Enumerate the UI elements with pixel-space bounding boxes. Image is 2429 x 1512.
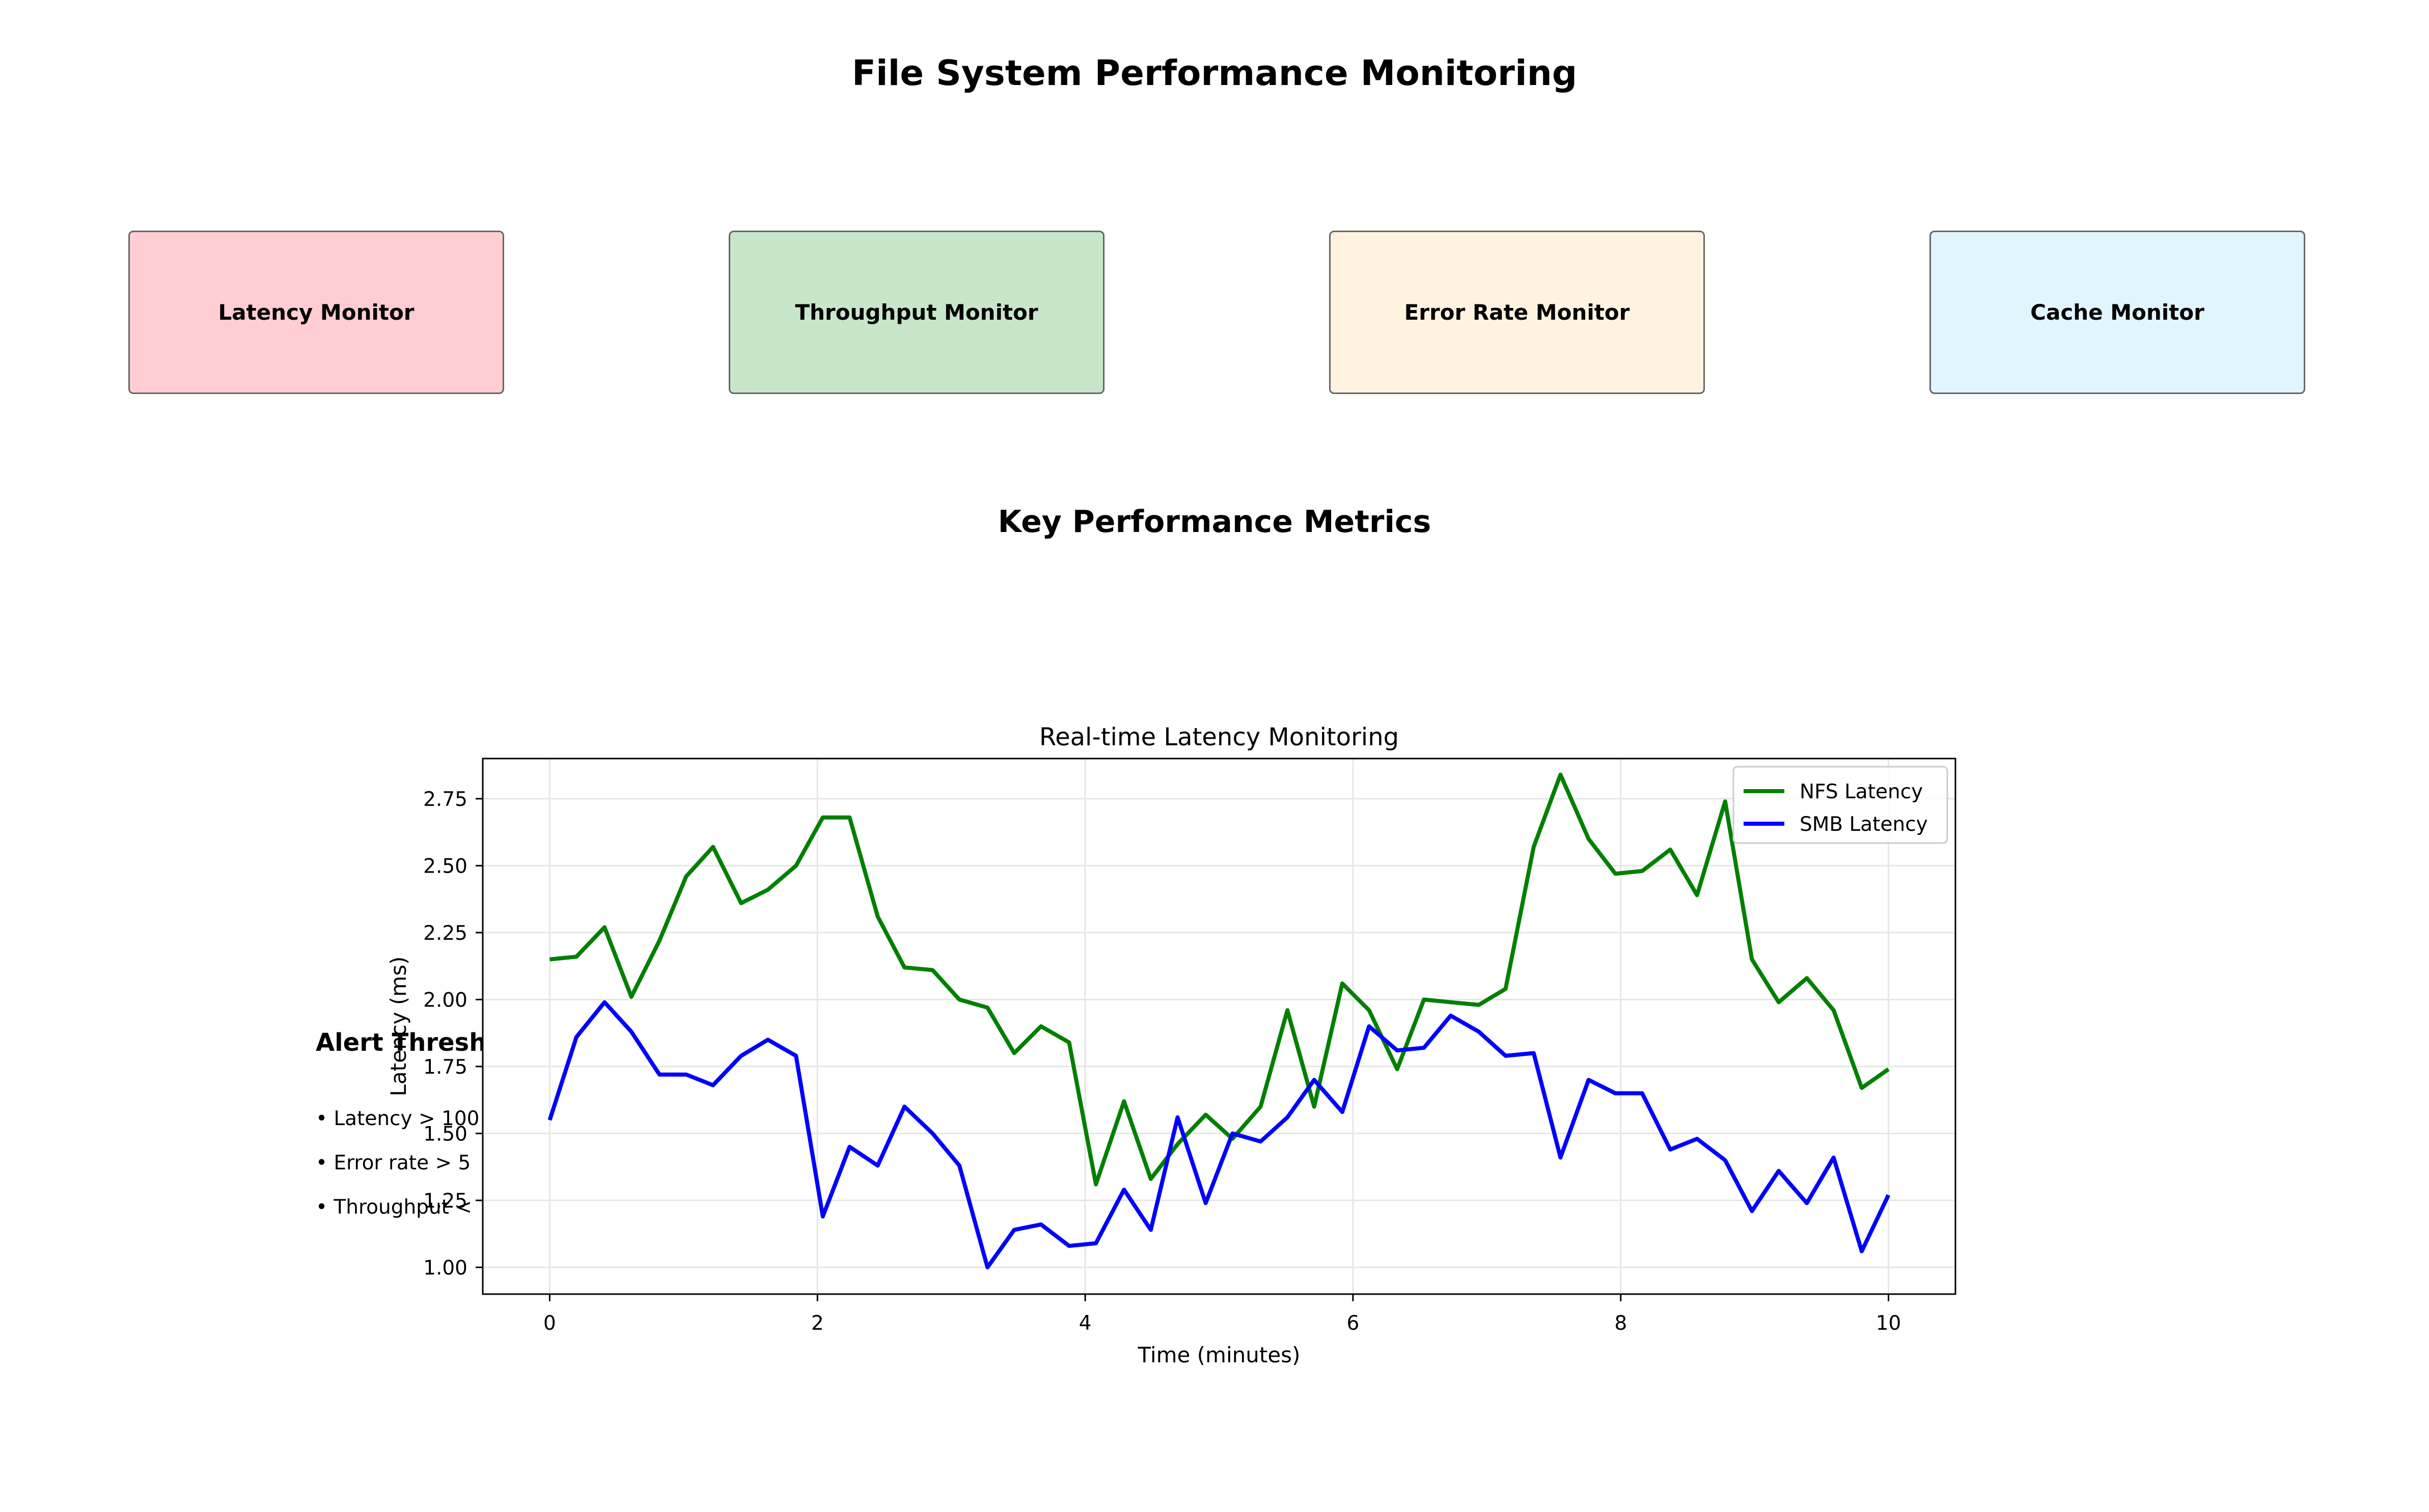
page-title: File System Performance Monitoring — [851, 53, 1578, 94]
series-line-nfs — [549, 772, 1890, 1187]
series-line-smb — [547, 1000, 1891, 1270]
cache-monitor-box[interactable]: Cache Monitor — [1929, 231, 2305, 394]
y-axis-label: Latency (ms) — [386, 957, 411, 1097]
x-tick-label: 6 — [1346, 1312, 1359, 1335]
legend-label: NFS Latency — [1800, 780, 1923, 803]
y-tick-label: 2.00 — [423, 989, 467, 1012]
ticks: 0 2 4 6 8 10 1.00 1.25 1.50 1.75 2.00 2.25 2.50 2.75 — [423, 788, 1901, 1335]
section-title: Key Performance Metrics — [998, 504, 1431, 540]
plot-frame — [482, 758, 1956, 1295]
latency-monitor-label: Latency Monitor — [218, 300, 415, 325]
throughput-monitor-label: Throughput Monitor — [795, 300, 1038, 325]
legend: NFS Latency SMB Latency — [1732, 766, 1948, 844]
x-tick-label: 8 — [1614, 1312, 1627, 1335]
y-tick-label: 2.25 — [423, 922, 467, 945]
x-tick-label: 10 — [1876, 1312, 1901, 1335]
y-tick-label: 2.75 — [423, 788, 467, 811]
legend-label: SMB Latency — [1800, 813, 1928, 836]
error-rate-monitor-label: Error Rate Monitor — [1404, 300, 1630, 325]
y-tick-label: 1.50 — [423, 1123, 467, 1145]
cache-monitor-label: Cache Monitor — [2030, 300, 2204, 325]
x-tick-label: 2 — [811, 1312, 824, 1335]
x-tick-label: 4 — [1079, 1312, 1092, 1335]
y-tick-label: 1.75 — [423, 1056, 467, 1079]
alert-item-latency: • Latency > 100 — [316, 1107, 480, 1130]
y-tick-label: 1.25 — [423, 1190, 467, 1213]
legend-box — [1732, 766, 1948, 844]
alert-item-throughput: • Throughput < — [316, 1196, 473, 1219]
chart-title: Real-time Latency Monitoring — [1039, 723, 1399, 751]
x-axis-label: Time (minutes) — [1138, 1342, 1301, 1367]
throughput-monitor-box[interactable]: Throughput Monitor — [729, 231, 1105, 394]
alert-thresholds-title: Alert Thresh — [316, 1028, 487, 1057]
x-tick-label: 0 — [543, 1312, 556, 1335]
y-tick-label: 2.50 — [423, 855, 467, 878]
alert-item-error-rate: • Error rate > 5 — [316, 1152, 471, 1174]
series — [547, 772, 1891, 1270]
error-rate-monitor-box[interactable]: Error Rate Monitor — [1329, 231, 1705, 394]
latency-monitor-box[interactable]: Latency Monitor — [128, 231, 504, 394]
y-tick-label: 1.00 — [423, 1256, 467, 1279]
